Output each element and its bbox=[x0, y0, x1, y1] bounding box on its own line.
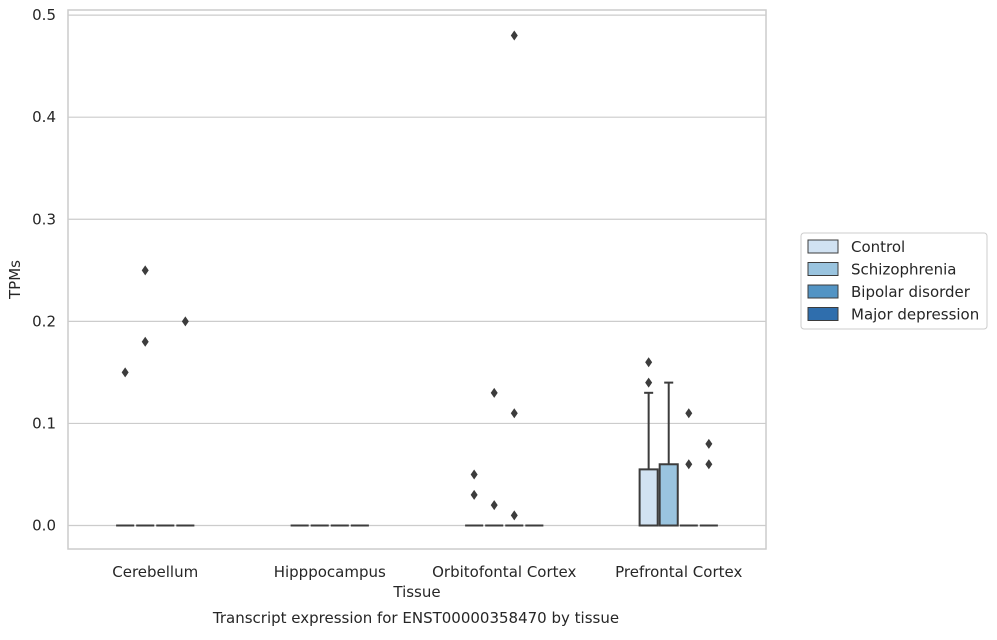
legend-items: Control Schizophrenia Bipolar disorder Majo… bbox=[807, 238, 979, 324]
x-tick-label: Hipppocampus bbox=[274, 563, 386, 581]
plot-frame bbox=[67, 9, 767, 550]
legend-swatch bbox=[807, 239, 839, 254]
x-tick-label: Cerebellum bbox=[112, 563, 198, 581]
outlier-point bbox=[685, 408, 693, 419]
y-tick-label: 0.5 bbox=[32, 6, 56, 24]
outlier-point bbox=[645, 377, 653, 388]
box-control bbox=[638, 391, 659, 527]
x-tick-label: Orbitofontal Cortex bbox=[432, 563, 576, 581]
outlier-point bbox=[510, 408, 518, 419]
y-tick-label: 0.3 bbox=[32, 210, 56, 228]
legend-swatch bbox=[807, 262, 839, 276]
outlier-point bbox=[141, 336, 149, 347]
y-tick-label: 0.0 bbox=[32, 517, 56, 535]
outlier-points bbox=[121, 30, 713, 521]
legend-label: Major depression bbox=[851, 306, 979, 324]
outlier-point bbox=[141, 265, 149, 276]
outlier-point bbox=[181, 316, 189, 327]
legend-label: Schizophrenia bbox=[851, 261, 956, 279]
chart-caption: Transcript expression for ENST0000035847… bbox=[212, 609, 619, 627]
legend-swatch bbox=[807, 284, 839, 299]
y-tick-label: 0.2 bbox=[32, 312, 56, 330]
x-axis-ticks: Cerebellum Hipppocampus Orbitofontal Corte… bbox=[112, 563, 742, 581]
x-tick-label: Prefrontal Cortex bbox=[615, 563, 742, 581]
box-groups bbox=[116, 381, 718, 527]
legend-frame bbox=[800, 232, 988, 330]
box-body bbox=[638, 468, 659, 527]
outlier-point bbox=[470, 469, 478, 480]
box-body bbox=[658, 463, 679, 527]
outlier-point bbox=[705, 438, 713, 449]
outlier-point bbox=[510, 510, 518, 521]
outlier-point bbox=[685, 459, 693, 470]
x-axis-label: Tissue bbox=[392, 583, 440, 601]
gridlines bbox=[68, 14, 766, 527]
outlier-point bbox=[121, 367, 129, 378]
y-axis-ticks: 0.0 0.1 0.2 0.3 0.4 0.5 bbox=[32, 6, 56, 534]
legend-swatch bbox=[807, 307, 839, 321]
y-axis-label: TPMs bbox=[6, 260, 24, 300]
outlier-point bbox=[490, 500, 498, 511]
box-schizophrenia bbox=[658, 381, 679, 527]
outlier-point bbox=[705, 459, 713, 470]
legend-label: Bipolar disorder bbox=[851, 283, 971, 301]
y-tick-label: 0.1 bbox=[32, 414, 56, 432]
outlier-point bbox=[470, 489, 478, 500]
outlier-point bbox=[490, 387, 498, 398]
outlier-point bbox=[510, 30, 518, 41]
legend-label: Control bbox=[851, 238, 905, 256]
y-tick-label: 0.4 bbox=[32, 108, 56, 126]
outlier-point bbox=[645, 357, 653, 368]
legend: Control Schizophrenia Bipolar disorder Majo… bbox=[800, 232, 988, 330]
